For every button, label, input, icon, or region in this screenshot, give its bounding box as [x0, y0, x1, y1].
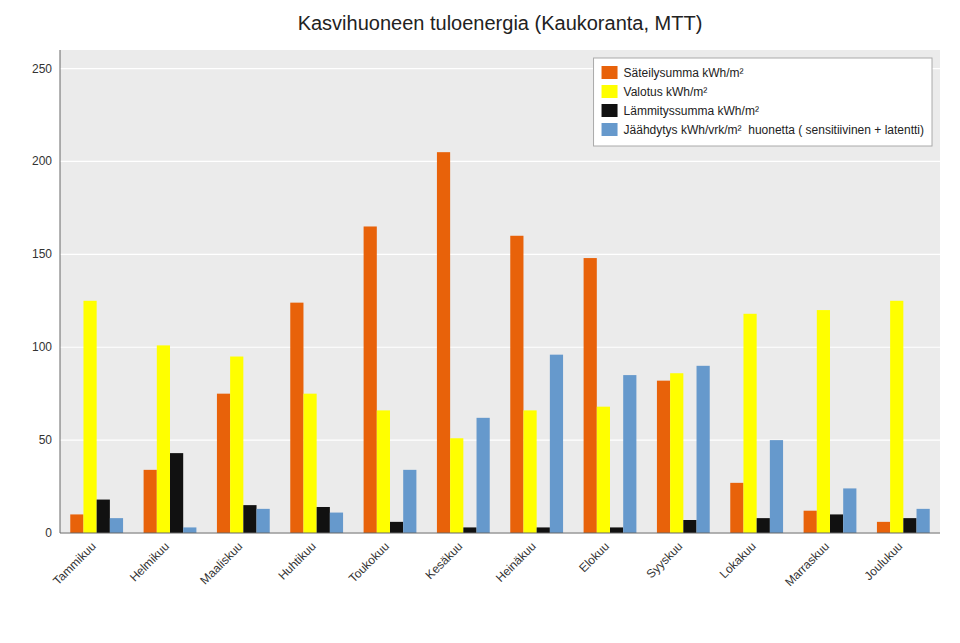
plot-area [60, 50, 940, 533]
x-tick-label: Elokuu [576, 539, 612, 575]
bar [550, 355, 563, 533]
bar [110, 518, 123, 533]
bar [183, 527, 196, 533]
x-tick-label: Kesäkuu [423, 539, 466, 582]
x-tick-label: Joulukuu [862, 539, 906, 583]
legend-label: Säteilysumma kWh/m² [624, 66, 744, 80]
legend-swatch [602, 123, 618, 136]
bar [390, 522, 403, 533]
y-tick-label: 200 [32, 154, 52, 168]
legend-swatch [602, 85, 618, 98]
x-tick-label: Marraskuu [782, 539, 832, 589]
bar [157, 345, 170, 533]
y-tick-label: 250 [32, 62, 52, 76]
grid-line [60, 161, 940, 162]
bar [257, 509, 270, 533]
bar [523, 410, 536, 533]
bar [917, 509, 930, 533]
legend-label: Lämmityssumma kWh/m² [624, 104, 759, 118]
y-tick-label: 50 [39, 433, 53, 447]
bar [830, 514, 843, 533]
bar [450, 438, 463, 533]
y-tick-label: 0 [45, 526, 52, 540]
bar [290, 303, 303, 533]
grid-line [60, 347, 940, 348]
grid-line [60, 254, 940, 255]
bar [843, 488, 856, 533]
bar [230, 357, 243, 533]
bar [477, 418, 490, 533]
legend: Säteilysumma kWh/m² Valotus kWh/m² Lämmity… [594, 58, 932, 146]
bar [510, 236, 523, 533]
grid-line [60, 440, 940, 441]
bar [70, 514, 83, 533]
legend-label: Jäähdytys kWh/vrk/m² huonetta ( sensitii… [624, 123, 924, 137]
bar [463, 527, 476, 533]
bar [317, 507, 330, 533]
bar [144, 470, 157, 533]
bar [623, 375, 636, 533]
bar [584, 258, 597, 533]
x-tick-label: Heinäkuu [493, 539, 539, 585]
bar [757, 518, 770, 533]
bar [330, 513, 343, 533]
bar [403, 470, 416, 533]
bar [170, 453, 183, 533]
bar [303, 394, 316, 533]
x-tick-label: Huhtikuu [275, 539, 318, 582]
bar [903, 518, 916, 533]
x-tick-label: Maaliskuu [197, 539, 245, 587]
legend-swatch [602, 104, 618, 117]
legend-label: Valotus kWh/m² [624, 85, 708, 99]
x-tick-label: Helmikuu [127, 539, 172, 584]
x-tick-label: Toukokuu [346, 539, 392, 585]
bar [377, 410, 390, 533]
bar [597, 407, 610, 533]
bar [817, 310, 830, 533]
legend-box [594, 58, 932, 146]
bar [243, 505, 256, 533]
bar [83, 301, 96, 533]
chart: Kasvihuoneen tuloenergia (Kaukoranta, MT… [0, 0, 960, 643]
bar [97, 500, 110, 533]
bar [437, 152, 450, 533]
y-tick-label: 150 [32, 247, 52, 261]
bar [364, 226, 377, 533]
bar [697, 366, 710, 533]
bar [657, 381, 670, 533]
title: Kasvihuoneen tuloenergia (Kaukoranta, MT… [298, 12, 703, 34]
bar [743, 314, 756, 533]
x-tick-label: Tammikuu [50, 539, 99, 588]
bar [890, 301, 903, 533]
x-axis-line [60, 533, 940, 534]
bar [730, 483, 743, 533]
bar [537, 527, 550, 533]
y-tick-label: 100 [32, 340, 52, 354]
bar [217, 394, 230, 533]
bar [610, 527, 623, 533]
x-tick-label: Lokakuu [717, 539, 759, 581]
bar [770, 440, 783, 533]
grid-line [60, 532, 940, 533]
y-axis-line [60, 50, 61, 533]
bar [804, 511, 817, 533]
legend-swatch [602, 66, 618, 79]
bar [683, 520, 696, 533]
bar [670, 373, 683, 533]
bars [70, 152, 929, 533]
x-tick-label: Syyskuu [643, 539, 685, 581]
bar [877, 522, 890, 533]
